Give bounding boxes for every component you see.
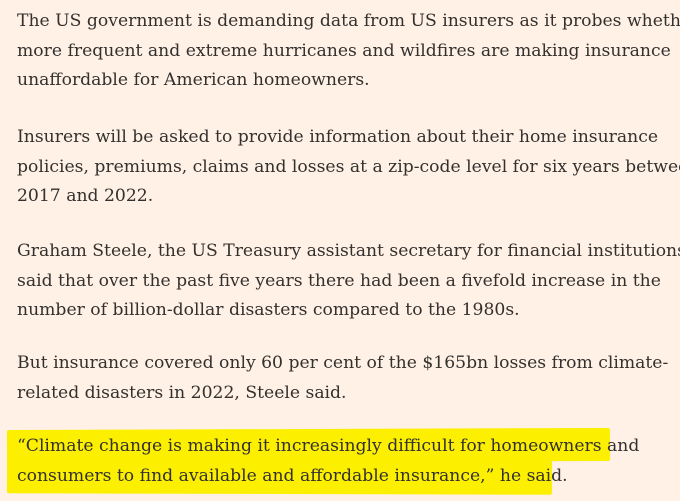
paragraph-line: number of billion-dollar disasters compa… <box>17 300 520 320</box>
paragraph-1: The US government is demanding data from… <box>17 7 680 96</box>
paragraph-line: said that over the past five years there… <box>17 270 661 291</box>
quote-text: “Climate change is making it increasingl… <box>17 432 639 491</box>
paragraph-line: Insurers will be asked to provide inform… <box>17 127 659 147</box>
paragraph-line: related disasters in 2022, Steele said. <box>17 382 347 403</box>
paragraph-line: Graham Steele, the US Treasury assistant… <box>17 241 680 261</box>
quote-line: consumers to find available and affordab… <box>17 465 568 486</box>
quote-line: “Climate change is making it increasingl… <box>17 436 640 456</box>
highlighted-quote: “Climate change is making it increasingl… <box>6 427 639 495</box>
paragraph-3: Graham Steele, the US Treasury assistant… <box>17 237 680 326</box>
paragraph-line: policies, premiums, claims and losses at… <box>17 156 680 177</box>
paragraph-line: But insurance covered only 60 per cent o… <box>17 353 669 373</box>
paragraph-line: The US government is demanding data from… <box>17 11 680 31</box>
paragraph-line: 2017 and 2022. <box>17 186 154 206</box>
paragraph-2: Insurers will be asked to provide inform… <box>17 123 680 212</box>
paragraph-4: But insurance covered only 60 per cent o… <box>17 349 668 408</box>
paragraph-line: more frequent and extreme hurricanes and… <box>17 40 671 61</box>
paragraph-line: unaffordable for American homeowners. <box>17 70 370 90</box>
